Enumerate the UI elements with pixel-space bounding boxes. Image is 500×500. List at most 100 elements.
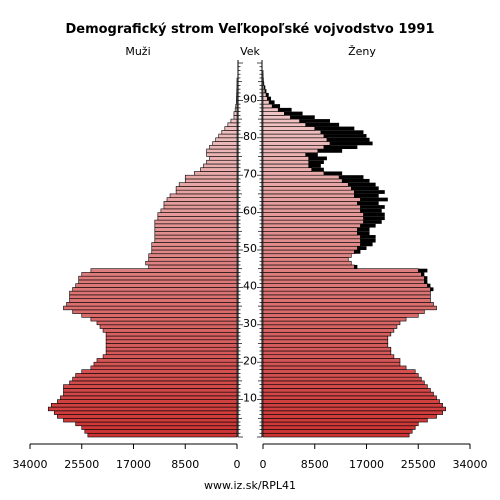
female-bar-age-42: [262, 275, 425, 281]
male-bar-age-72: [203, 163, 238, 169]
male-bar-age-81: [221, 130, 238, 135]
female-bar-age-66: [262, 186, 352, 191]
female-bar-age-56: [262, 223, 361, 228]
male-bar-age-54: [154, 231, 238, 236]
female-bar-age-7: [262, 406, 446, 412]
male-bar-age-30: [96, 320, 238, 326]
female-bar-age-52: [262, 238, 361, 243]
male-bars: [47, 77, 238, 438]
female-bar-age-75: [262, 152, 306, 157]
male-bar-age-16: [75, 373, 238, 378]
female-surplus-age-83: [305, 122, 340, 127]
male-bar-age-13: [63, 384, 238, 389]
male-bar-age-43: [81, 272, 238, 277]
female-bar-age-63: [262, 197, 361, 202]
female-bar-age-59: [262, 212, 364, 217]
female-bar-age-79: [262, 137, 328, 142]
chart-title: Demografický strom Veľkopoľské vojvodstv…: [65, 22, 434, 37]
male-bar-age-3: [75, 421, 238, 427]
male-bar-age-84: [230, 118, 238, 124]
male-bar-age-17: [81, 369, 238, 374]
female-bar-age-85: [262, 115, 291, 120]
female-bar-age-46: [262, 260, 352, 266]
female-bar-age-32: [262, 313, 419, 318]
female-surplus-age-76: [317, 149, 343, 153]
male-bar-age-18: [90, 365, 238, 370]
female-bar-age-81: [262, 130, 322, 135]
female-bar-age-20: [262, 358, 401, 363]
female-surplus-age-62: [357, 201, 379, 206]
female-bar-age-16: [262, 373, 419, 378]
female-bar-age-80: [262, 133, 325, 139]
female-surplus-age-74: [308, 156, 327, 161]
female-surplus-age-93: [264, 85, 266, 90]
female-bar-age-40: [262, 283, 428, 288]
female-surplus-age-77: [323, 145, 358, 150]
female-surplus-age-69: [339, 175, 364, 179]
male-bar-age-63: [166, 197, 238, 202]
male-bar-age-2: [81, 425, 238, 430]
male-bar-age-49: [151, 249, 238, 255]
female-bar-age-62: [262, 201, 358, 206]
female-surplus-age-82: [314, 126, 355, 131]
x-tick-label-left: 0: [234, 458, 241, 471]
female-bar-age-18: [262, 365, 407, 370]
male-bar-age-21: [102, 354, 238, 359]
male-bar-age-73: [206, 159, 238, 165]
male-bar-age-28: [102, 328, 238, 333]
male-bar-age-33: [72, 309, 238, 314]
female-bar-age-25: [262, 339, 389, 344]
age-label-50: 50: [243, 242, 257, 255]
male-bar-age-39: [72, 287, 238, 292]
male-bar-age-67: [178, 182, 238, 187]
female-bar-age-29: [262, 324, 398, 329]
male-bar-age-46: [145, 260, 238, 266]
male-bar-age-80: [218, 133, 238, 139]
female-bar-age-61: [262, 204, 361, 210]
female-surplus-age-89: [269, 100, 275, 105]
male-bar-age-7: [47, 406, 238, 412]
male-bar-age-5: [57, 414, 238, 419]
x-tick-label-right: 17000: [349, 458, 384, 471]
male-bar-age-41: [78, 279, 238, 284]
source-text: www.iz.sk/RPL41: [204, 479, 296, 492]
male-bar-age-45: [148, 264, 238, 269]
female-bar-age-37: [262, 294, 431, 299]
female-surplus-age-71: [311, 167, 324, 172]
male-bar-age-23: [105, 346, 238, 352]
female-bar-age-48: [262, 253, 352, 258]
female-surplus-age-65: [354, 190, 385, 194]
female-bar-age-89: [262, 100, 270, 105]
female-bar-age-78: [262, 141, 331, 146]
female-surplus-age-72: [308, 163, 321, 168]
male-bar-age-0: [87, 432, 238, 438]
male-bar-age-22: [105, 350, 238, 356]
male-bar-age-87: [234, 107, 238, 112]
female-surplus-age-85: [290, 115, 315, 120]
male-bar-age-89: [236, 100, 238, 105]
female-surplus-age-57: [363, 220, 382, 224]
x-tick-label-left: 8500: [171, 458, 199, 471]
male-bar-age-82: [224, 126, 238, 131]
female-surplus-age-75: [305, 152, 318, 157]
female-bar-age-8: [262, 403, 443, 408]
female-bar-age-4: [262, 417, 428, 423]
male-bar-age-8: [51, 403, 238, 408]
age-label-70: 70: [243, 167, 257, 180]
male-bar-age-20: [96, 358, 238, 363]
female-surplus-age-45: [354, 264, 358, 269]
x-tick-label-left: 17000: [116, 458, 151, 471]
female-surplus-age-88: [272, 104, 281, 108]
male-bar-age-27: [105, 331, 238, 337]
female-bar-age-58: [262, 216, 364, 221]
male-bar-age-25: [105, 339, 238, 344]
female-bar-age-88: [262, 103, 273, 109]
female-bar-age-91: [262, 92, 267, 97]
male-bar-age-58: [157, 216, 238, 221]
male-bar-age-83: [227, 122, 238, 127]
male-bar-age-44: [90, 268, 238, 273]
male-bar-age-12: [63, 388, 238, 393]
female-surplus-age-60: [360, 208, 382, 213]
male-bar-age-76: [206, 148, 238, 154]
